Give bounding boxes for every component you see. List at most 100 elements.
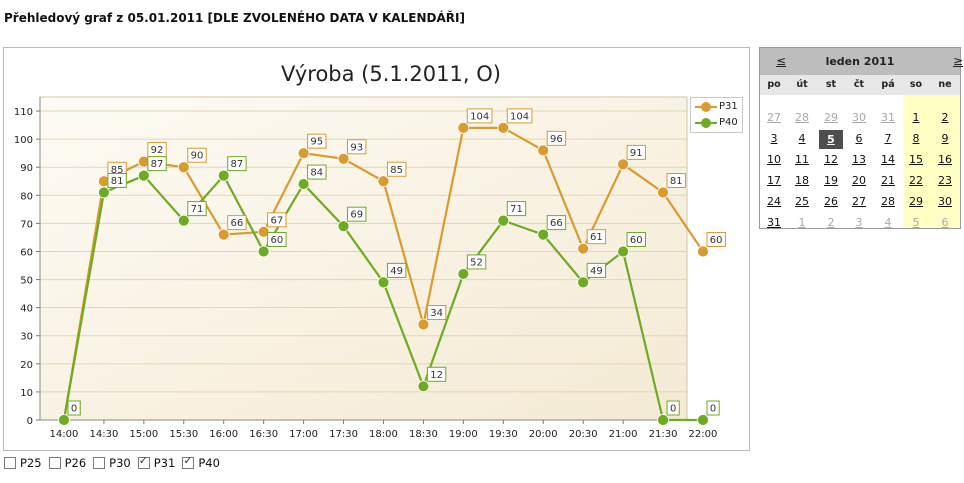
calendar-day[interactable]: 11	[795, 153, 809, 166]
checkbox-p25[interactable]: P25	[4, 456, 42, 470]
calendar-day[interactable]: 4	[884, 216, 892, 229]
data-point-p31	[297, 147, 310, 160]
checkbox-p26[interactable]: P26	[48, 456, 86, 470]
calendar-day[interactable]: 27	[852, 195, 866, 208]
calendar-day[interactable]: 1	[798, 216, 806, 229]
calendar-day[interactable]: 18	[795, 174, 809, 187]
checkbox-p31[interactable]: ✓ P31	[137, 455, 175, 470]
data-label: 60	[710, 235, 723, 246]
calendar-day[interactable]: 26	[824, 195, 838, 208]
series-checkbox-bar: P25 P26 P30 ✓ P31 ✓ P40	[4, 454, 227, 472]
x-tick-label: 20:00	[529, 429, 558, 440]
data-label-box	[187, 147, 207, 163]
calendar-day[interactable]: 2	[827, 216, 835, 229]
x-tick-label: 14:30	[89, 429, 118, 440]
calendar-day[interactable]: 12	[824, 153, 838, 166]
calendar-day[interactable]: 3	[770, 132, 778, 145]
data-label: 66	[550, 218, 563, 229]
calendar-day[interactable]: 9	[941, 132, 949, 145]
calendar-day[interactable]: 14	[881, 153, 895, 166]
calendar-day-selected[interactable]: 5	[819, 130, 843, 149]
legend-label-p31: P31	[719, 101, 738, 112]
y-tick-label: 40	[20, 304, 33, 315]
y-tick-label: 100	[14, 135, 33, 146]
calendar-day[interactable]: 8	[912, 132, 920, 145]
checkbox-p40[interactable]: ✓ P40	[182, 455, 220, 470]
calendar-day[interactable]: 25	[795, 195, 809, 208]
calendar-day[interactable]: 6	[855, 132, 863, 145]
calendar-day[interactable]: 19	[824, 174, 838, 187]
data-label-box	[347, 139, 367, 155]
calendar-day[interactable]: 29	[824, 111, 838, 124]
data-label: 0	[670, 404, 676, 415]
data-point-p40	[58, 414, 70, 426]
calendar-day[interactable]: 10	[767, 153, 781, 166]
checkbox-box[interactable]	[48, 457, 61, 469]
calendar-day[interactable]: 15	[909, 153, 923, 166]
data-label-box	[67, 400, 81, 416]
data-point-p31	[537, 144, 550, 157]
data-label: 12	[430, 370, 443, 381]
prev-month-link[interactable]: ≤	[776, 54, 787, 68]
calendar-day[interactable]: 31	[881, 111, 895, 124]
calendar-day[interactable]: 24	[767, 195, 781, 208]
data-label: 81	[670, 176, 683, 187]
checkbox-box[interactable]	[93, 457, 106, 469]
data-point-p31	[697, 245, 709, 258]
calendar-day[interactable]: 28	[795, 111, 809, 124]
data-label: 96	[550, 134, 563, 145]
calendar-day[interactable]: 22	[909, 174, 923, 187]
calendar-day[interactable]: 16	[938, 153, 952, 166]
data-point-p31	[377, 175, 390, 188]
data-label: 0	[710, 404, 716, 415]
data-label: 85	[111, 165, 124, 176]
data-label-box	[227, 156, 247, 172]
data-label: 49	[590, 266, 603, 277]
calendar-day[interactable]: 4	[798, 132, 806, 145]
data-label-box	[666, 172, 686, 188]
data-label-box	[386, 161, 407, 177]
weekend-highlight	[903, 95, 960, 228]
x-tick-label: 21:30	[649, 429, 678, 440]
calendar-day[interactable]: 6	[941, 216, 949, 229]
calendar-day[interactable]: 28	[881, 195, 895, 208]
calendar-day[interactable]: 31	[767, 216, 781, 229]
weekday-label: so	[909, 79, 923, 90]
checkbox-box[interactable]	[4, 457, 16, 469]
data-point-p40	[217, 169, 230, 182]
calendar-day[interactable]: 29	[909, 195, 923, 208]
calendar-day[interactable]: 23	[938, 174, 952, 187]
next-month-link[interactable]: ≥	[953, 54, 964, 68]
checkbox-box[interactable]: ✓	[137, 455, 150, 469]
x-tick-label: 18:30	[409, 429, 438, 440]
data-point-p40	[617, 245, 629, 258]
calendar-day[interactable]: 17	[767, 174, 781, 187]
calendar: ≤ leden 2011 ≥ po út st čt pá so ne 27 28…	[759, 47, 964, 229]
calendar-day[interactable]: 20	[852, 174, 866, 187]
data-label: 81	[111, 176, 124, 187]
checkbox-box[interactable]: ✓	[182, 455, 195, 469]
data-point-p40	[457, 268, 470, 280]
data-point-p31	[497, 121, 510, 134]
data-label: 69	[350, 210, 363, 221]
chart-title: Výroba (5.1.2011, O)	[281, 62, 501, 86]
checkbox-p30[interactable]: P30	[93, 456, 131, 470]
y-tick-label: 70	[20, 219, 33, 230]
data-point-p40	[98, 186, 110, 199]
data-point-p40	[137, 169, 150, 182]
data-label-box	[227, 215, 247, 231]
calendar-day[interactable]: 5	[912, 216, 920, 229]
calendar-day[interactable]: 21	[881, 174, 895, 187]
calendar-day[interactable]: 7	[884, 132, 892, 145]
weekday-label: út	[796, 79, 808, 90]
calendar-day[interactable]: 30	[852, 111, 866, 124]
calendar-day[interactable]: 30	[938, 195, 952, 208]
data-label-box	[506, 108, 533, 124]
calendar-day[interactable]: 13	[852, 153, 866, 166]
calendar-day[interactable]: 2	[941, 111, 949, 124]
calendar-day[interactable]: 3	[855, 216, 863, 229]
calendar-day[interactable]: 27	[767, 111, 781, 124]
calendar-day[interactable]: 1	[912, 111, 920, 124]
data-label: 91	[630, 148, 643, 159]
data-label-box	[386, 262, 407, 278]
